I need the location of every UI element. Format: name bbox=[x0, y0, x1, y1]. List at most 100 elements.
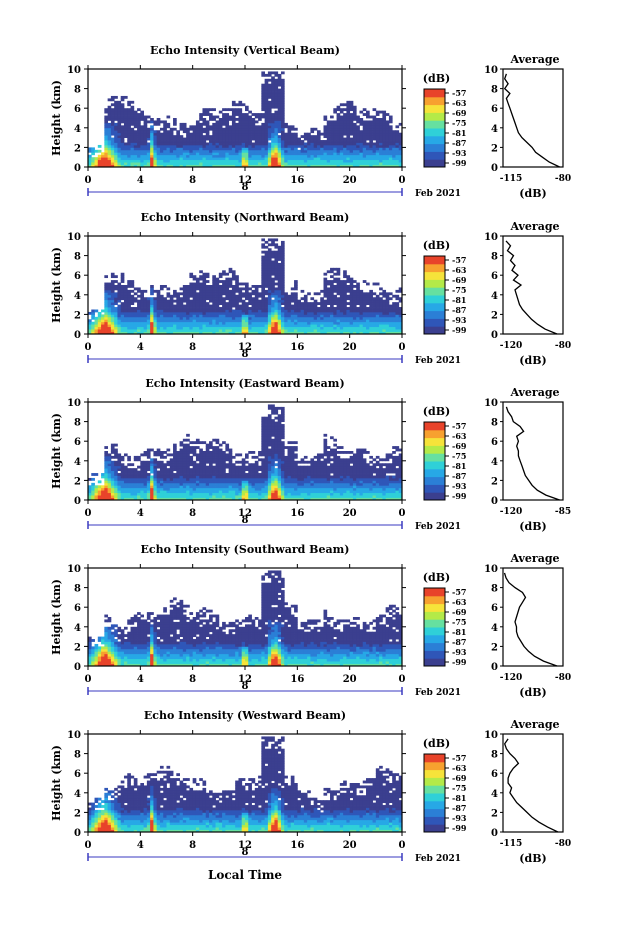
heatmap-cell bbox=[215, 154, 220, 158]
heatmap-cell bbox=[231, 108, 236, 112]
heatmap-cell bbox=[284, 309, 288, 313]
heatmap-cell bbox=[369, 289, 373, 293]
heatmap-cell bbox=[372, 319, 377, 323]
heatmap-cell bbox=[97, 495, 102, 498]
heatmap-cell bbox=[143, 137, 148, 141]
heatmap-cell bbox=[146, 482, 151, 486]
heatmap-cell bbox=[179, 127, 184, 131]
heatmap-cell bbox=[107, 309, 112, 313]
heatmap-cell bbox=[349, 331, 354, 335]
heatmap-cell bbox=[176, 304, 180, 308]
heatmap-cell bbox=[241, 299, 246, 303]
heatmap-cell bbox=[150, 463, 154, 467]
heatmap-cell bbox=[385, 321, 390, 325]
heatmap-cell bbox=[267, 329, 272, 332]
heatmap-cell bbox=[235, 113, 239, 116]
heatmap-cell bbox=[238, 326, 243, 330]
heatmap-cell bbox=[114, 495, 118, 498]
heatmap-cell bbox=[258, 314, 262, 318]
heatmap-cell bbox=[117, 157, 122, 161]
heatmap-cell bbox=[330, 157, 334, 161]
heatmap-cell bbox=[143, 463, 148, 467]
heatmap-cell bbox=[231, 324, 236, 328]
heatmap-cell bbox=[323, 118, 328, 121]
heatmap-cell bbox=[159, 453, 164, 457]
heatmap-cell bbox=[267, 164, 272, 168]
heatmap-cell bbox=[235, 316, 239, 320]
heatmap-cell bbox=[238, 127, 243, 131]
heatmap-cell bbox=[245, 142, 249, 146]
heatmap-cell bbox=[104, 130, 109, 134]
heatmap-cell bbox=[323, 292, 328, 296]
heatmap-cell bbox=[143, 159, 148, 163]
heatmap-cell bbox=[356, 132, 360, 136]
heatmap-cell bbox=[290, 299, 295, 303]
heatmap-cell bbox=[284, 316, 288, 320]
heatmap-cell bbox=[280, 154, 285, 158]
heatmap-cell bbox=[251, 326, 256, 330]
heatmap-cell bbox=[225, 321, 230, 325]
heatmap-cell bbox=[166, 157, 171, 161]
heatmap-cell bbox=[339, 154, 344, 158]
heatmap-cell bbox=[264, 245, 269, 249]
heatmap-cell bbox=[392, 154, 396, 158]
heatmap-cell bbox=[114, 113, 118, 116]
heatmap-cell bbox=[277, 324, 282, 328]
heatmap-cell bbox=[352, 326, 357, 330]
heatmap-cell bbox=[150, 314, 154, 318]
heatmap-cell bbox=[192, 448, 197, 452]
heatmap-cell bbox=[271, 270, 275, 274]
heatmap-cell bbox=[195, 280, 200, 283]
heatmap-cell bbox=[205, 110, 210, 114]
heatmap-cell bbox=[120, 118, 125, 121]
heatmap-cell bbox=[137, 458, 141, 462]
heatmap-cell bbox=[218, 132, 223, 136]
heatmap-cell bbox=[261, 331, 266, 335]
heatmap-cell bbox=[398, 135, 403, 138]
heatmap-cell bbox=[104, 477, 109, 481]
heatmap-cell bbox=[195, 480, 200, 484]
heatmap-cell bbox=[303, 164, 308, 168]
heatmap-cell bbox=[110, 125, 115, 129]
heatmap-cell bbox=[333, 277, 337, 281]
profile-x-tick-label: -80 bbox=[555, 341, 571, 351]
heatmap-cell bbox=[251, 137, 256, 141]
heatmap-cell bbox=[94, 316, 99, 320]
heatmap-cell bbox=[346, 285, 351, 288]
heatmap-cell bbox=[166, 321, 171, 325]
heatmap-cell bbox=[159, 485, 164, 489]
heatmap-cell bbox=[366, 144, 370, 148]
heatmap-cell bbox=[303, 302, 308, 305]
heatmap-cell bbox=[88, 149, 92, 153]
heatmap-cell bbox=[146, 149, 151, 153]
heatmap-cell bbox=[218, 314, 223, 318]
heatmap-cell bbox=[264, 130, 269, 134]
heatmap-cell bbox=[274, 302, 279, 305]
heatmap-cell bbox=[186, 149, 190, 153]
heatmap-cell bbox=[290, 152, 295, 156]
heatmap-cell bbox=[166, 162, 171, 165]
heatmap-cell bbox=[205, 480, 210, 484]
heatmap-cell bbox=[382, 289, 387, 293]
heatmap-cell bbox=[277, 294, 282, 298]
heatmap-cell bbox=[88, 497, 92, 501]
heatmap-cell bbox=[110, 329, 115, 332]
heatmap-cell bbox=[251, 492, 256, 496]
heatmap-cell bbox=[258, 292, 262, 296]
heatmap-cell bbox=[398, 159, 403, 163]
heatmap-cell bbox=[114, 164, 118, 168]
heatmap-cell bbox=[97, 164, 102, 168]
heatmap-cell bbox=[120, 154, 125, 158]
heatmap-cell bbox=[91, 314, 95, 318]
heatmap-cell bbox=[176, 495, 180, 498]
heatmap-cell bbox=[261, 238, 266, 242]
heatmap-cell bbox=[146, 157, 151, 161]
heatmap-cell bbox=[235, 140, 239, 143]
heatmap-cell bbox=[130, 105, 135, 109]
heatmap-cell bbox=[336, 282, 341, 286]
heatmap-cell bbox=[323, 140, 328, 143]
heatmap-cell bbox=[231, 149, 236, 153]
heatmap-cell bbox=[114, 490, 118, 494]
heatmap-cell bbox=[336, 292, 341, 296]
heatmap-cell bbox=[310, 307, 315, 310]
